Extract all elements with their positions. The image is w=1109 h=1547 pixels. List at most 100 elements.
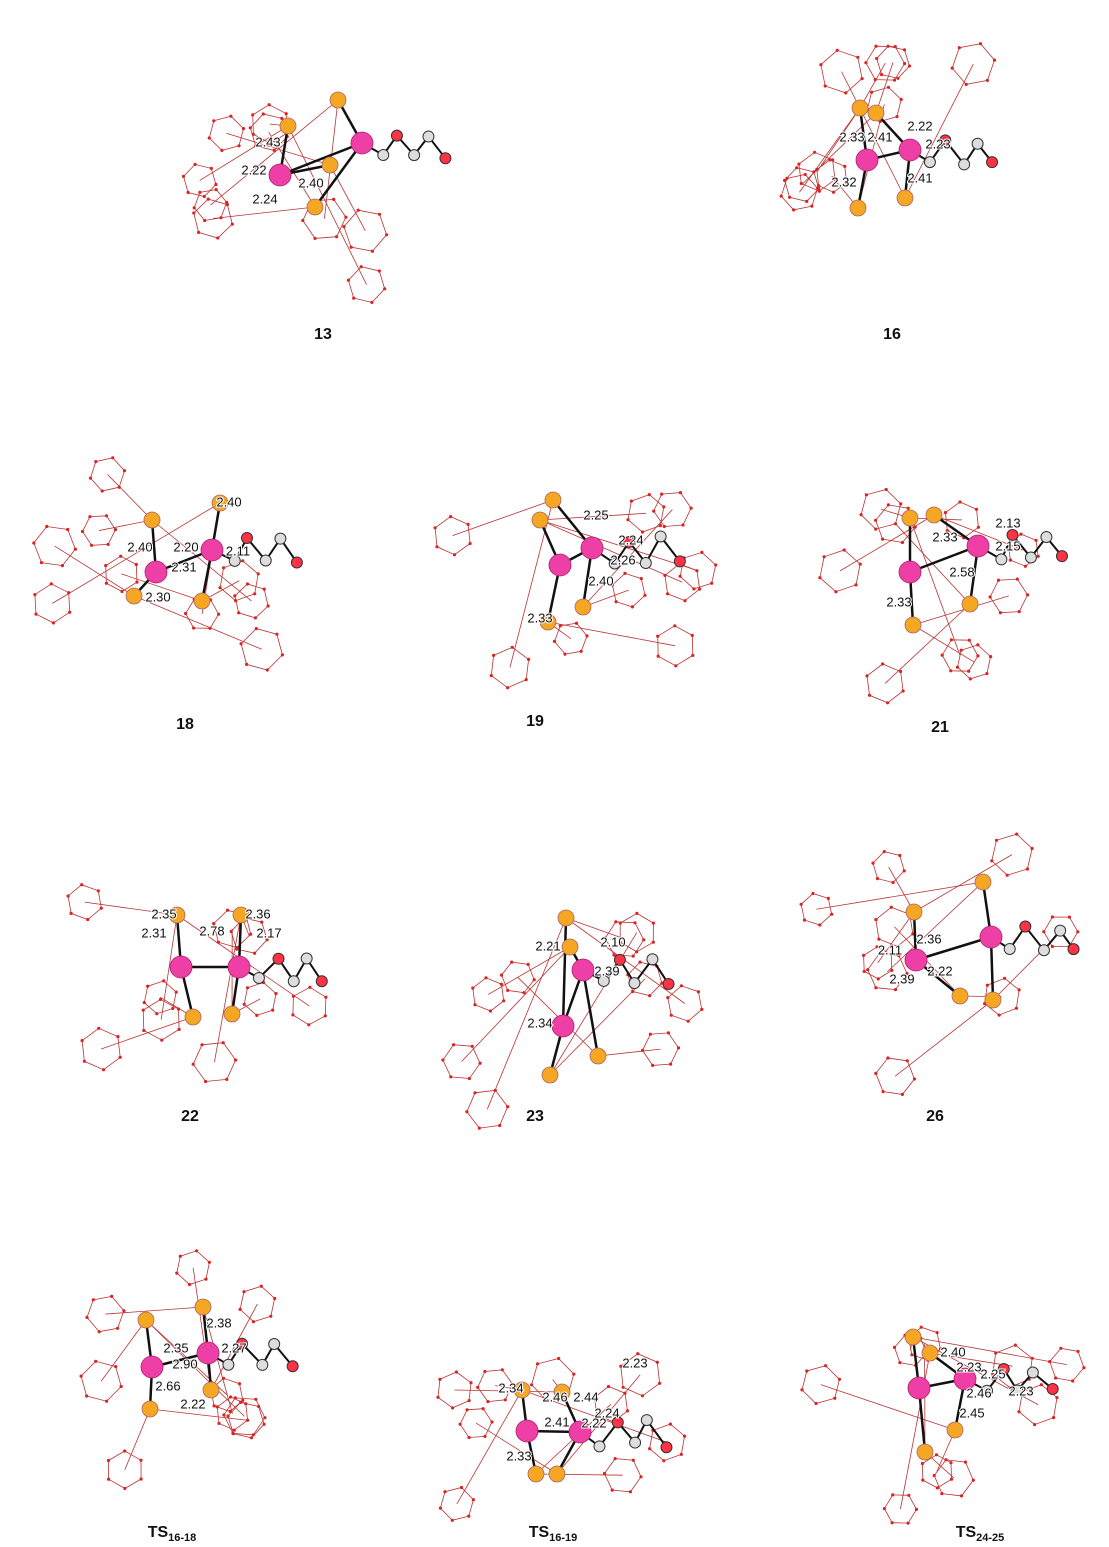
- h-atom: [111, 456, 114, 459]
- h-atom: [1015, 833, 1018, 836]
- h-atom: [242, 127, 245, 130]
- h-atom: [146, 985, 149, 988]
- h-atom: [989, 655, 992, 658]
- p-atom: [917, 1444, 933, 1460]
- p-atom: [868, 105, 884, 121]
- h-atom: [105, 514, 108, 517]
- o-atom: [287, 1361, 298, 1372]
- h-atom: [104, 564, 107, 567]
- p-atom: [126, 588, 142, 604]
- h-atom: [217, 1422, 220, 1425]
- p-atom: [905, 617, 921, 633]
- h-atom: [788, 196, 791, 199]
- h-atom: [434, 526, 437, 529]
- h-atom: [263, 1423, 266, 1426]
- bond-distance: 2.23: [925, 136, 950, 151]
- h-atom: [936, 1486, 939, 1489]
- bond-distance: 2.33: [886, 594, 911, 609]
- h-atom: [114, 528, 117, 531]
- p-atom: [224, 1006, 240, 1022]
- h-atom: [239, 1308, 242, 1311]
- c-atom: [959, 159, 970, 170]
- h-atom: [525, 678, 528, 681]
- h-atom: [135, 563, 138, 566]
- h-atom: [273, 1297, 276, 1300]
- h-atom: [203, 195, 206, 198]
- pd-atom: [908, 1377, 930, 1399]
- h-atom: [255, 627, 258, 630]
- h-atom: [585, 634, 588, 637]
- h-atom: [194, 163, 197, 166]
- h-atom: [479, 1062, 482, 1065]
- pd-atom: [549, 554, 571, 576]
- h-atom: [1003, 977, 1006, 980]
- h-atom: [252, 1320, 255, 1323]
- bond: [563, 918, 566, 1026]
- h-atom: [652, 941, 655, 944]
- h-atom: [667, 1031, 670, 1034]
- h-atom: [105, 1400, 108, 1403]
- h-atom: [229, 115, 232, 118]
- h-atom: [896, 77, 899, 80]
- bond-distance: 2.27: [221, 1340, 246, 1355]
- h-atom: [894, 45, 897, 48]
- p-c-bond: [840, 515, 934, 571]
- h-atom: [1076, 1350, 1079, 1353]
- h-atom: [669, 1423, 672, 1426]
- phenyl-ring: [293, 987, 326, 1025]
- h-atom: [139, 1459, 142, 1462]
- h-atom: [80, 883, 83, 886]
- h-atom: [887, 503, 890, 506]
- h-atom: [262, 112, 265, 115]
- pd-atom: [856, 149, 878, 171]
- h-atom: [964, 1461, 967, 1464]
- bond-distance: 2.33: [527, 610, 552, 625]
- h-atom: [687, 1020, 690, 1023]
- h-atom: [920, 1326, 923, 1329]
- h-atom: [123, 469, 126, 472]
- h-atom: [233, 1429, 236, 1432]
- h-atom: [473, 1003, 476, 1006]
- c-atom: [288, 976, 299, 987]
- bond-distance: 2.40: [127, 539, 152, 554]
- h-atom: [98, 1330, 101, 1333]
- h-atom: [263, 588, 266, 591]
- h-atom: [1059, 1347, 1062, 1350]
- h-atom: [985, 672, 988, 675]
- h-atom: [254, 616, 257, 619]
- h-atom: [119, 1056, 122, 1059]
- h-atom: [504, 1398, 507, 1401]
- h-atom: [907, 1522, 910, 1525]
- h-atom: [854, 583, 857, 586]
- p-c-bond: [885, 604, 970, 683]
- h-atom: [511, 646, 514, 649]
- bond-distance: 2.33: [839, 129, 864, 144]
- h-atom: [885, 488, 888, 491]
- c-atom: [630, 1437, 641, 1448]
- h-atom: [623, 572, 626, 575]
- h-atom: [972, 1479, 975, 1482]
- structure-label: 26: [926, 1108, 944, 1125]
- h-atom: [370, 301, 373, 304]
- h-atom: [673, 624, 676, 627]
- h-atom: [70, 912, 73, 915]
- structure-label: 23: [526, 1108, 544, 1125]
- h-atom: [188, 1283, 191, 1286]
- h-atom: [652, 510, 655, 513]
- h-atom: [817, 187, 820, 190]
- molecule: [67, 883, 328, 1083]
- pd-atom: [905, 949, 927, 971]
- h-atom: [40, 561, 43, 564]
- h-atom: [662, 1459, 665, 1462]
- h-atom: [883, 1507, 886, 1510]
- h-atom: [371, 250, 374, 253]
- h-atom: [615, 600, 618, 603]
- bond-distance: 2.46: [966, 1385, 991, 1400]
- h-atom: [530, 1383, 533, 1386]
- h-atom: [844, 91, 847, 94]
- h-atom: [700, 551, 703, 554]
- h-atom: [697, 990, 700, 993]
- h-atom: [252, 1433, 255, 1436]
- c-atom: [1025, 552, 1036, 563]
- h-atom: [100, 907, 103, 910]
